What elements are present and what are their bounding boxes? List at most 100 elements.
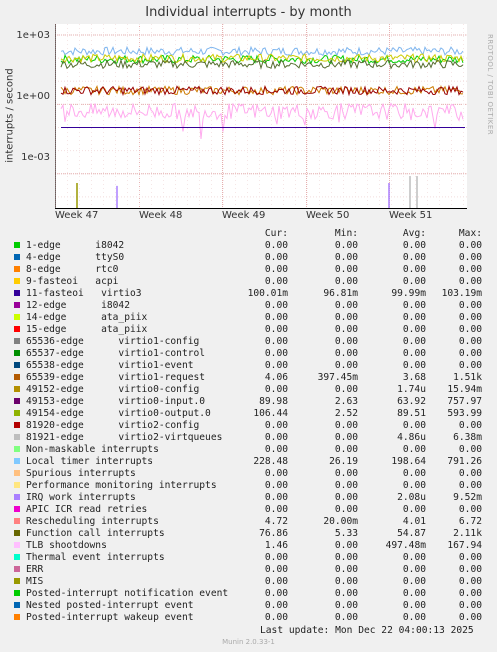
legend-value-min: 0.00 [334, 540, 358, 551]
legend-value-cur: 0.00 [264, 564, 288, 575]
series-line [60, 58, 464, 70]
legend-value-min: 0.00 [334, 588, 358, 599]
legend-swatch [14, 434, 20, 440]
legend-row: TLB shootdowns 1.46 0.00 497.48m 167.94 [14, 540, 494, 552]
legend-value-max: 0.00 [458, 264, 482, 275]
legend-swatch [14, 302, 20, 308]
legend-swatch [14, 254, 20, 260]
header-cur: Cur: [264, 228, 288, 239]
legend-value-avg: 0.00 [402, 324, 426, 335]
legend-value-min: 0.00 [334, 348, 358, 359]
y-tick-label: 1e-03 [21, 152, 50, 163]
legend-value-avg: 54.87 [397, 528, 426, 539]
legend-value-cur: 4.06 [264, 372, 288, 383]
legend-row: Non-maskable interrupts 0.00 0.00 0.00 0.00 [14, 444, 494, 456]
legend-row: Rescheduling interrupts 4.72 20.00m 4.01 6.7… [14, 516, 494, 528]
legend-value-cur: 0.00 [264, 432, 288, 443]
legend-value-min: 0.00 [334, 600, 358, 611]
legend-value-cur: 0.00 [264, 276, 288, 287]
legend-value-max: 167.94 [447, 540, 482, 551]
legend-value-avg: 0.00 [402, 504, 426, 515]
header-avg: Avg: [402, 228, 426, 239]
series-line [60, 52, 464, 64]
legend-value-max: 0.00 [458, 252, 482, 263]
legend-value-max: 791.26 [447, 456, 482, 467]
legend-row: 81921-edge virtio2-virtqueues 0.00 0.00 4.8… [14, 432, 494, 444]
legend-value-cur: 106.44 [253, 408, 288, 419]
legend-label: Non-maskable interrupts [26, 444, 159, 455]
legend-swatch [14, 590, 20, 596]
chart-title: Individual interrupts - by month [145, 5, 352, 20]
legend-value-cur: 1.46 [264, 540, 288, 551]
legend-swatch [14, 578, 20, 584]
legend-value-min: 0.00 [334, 444, 358, 455]
legend-row: MIS 0.00 0.00 0.00 0.00 [14, 576, 494, 588]
legend-value-cur: 0.00 [264, 576, 288, 587]
legend-swatch [14, 386, 20, 392]
legend-value-cur: 0.00 [264, 264, 288, 275]
legend-value-cur: 0.00 [264, 360, 288, 371]
legend-value-avg: 497.48m [385, 540, 426, 551]
legend-value-max: 1.51k [453, 372, 482, 383]
legend-label: 65538-edge virtio1-event [26, 360, 194, 371]
legend-value-max: 0.00 [458, 324, 482, 335]
series-line [60, 84, 464, 97]
legend-value-cur: 0.00 [264, 468, 288, 479]
legend-value-min: 0.00 [334, 576, 358, 587]
legend-value-max: 0.00 [458, 444, 482, 455]
legend-value-cur: 0.00 [264, 444, 288, 455]
legend-value-avg: 2.08u [397, 492, 426, 503]
legend-swatch [14, 458, 20, 464]
legend-row: IRQ work interrupts 0.00 0.00 2.08u 9.52m [14, 492, 494, 504]
legend-swatch [14, 314, 20, 320]
legend-row: APIC ICR read retries 0.00 0.00 0.00 0.00 [14, 504, 494, 516]
legend-value-avg: 198.64 [391, 456, 426, 467]
legend-value-avg: 99.99m [391, 288, 426, 299]
legend-value-cur: 4.72 [264, 516, 288, 527]
legend-label: Posted-interrupt wakeup event [26, 612, 194, 623]
legend-value-max: 9.52m [453, 492, 482, 503]
legend-value-min: 20.00m [323, 516, 358, 527]
legend-value-avg: 0.00 [402, 468, 426, 479]
legend-value-max: 0.00 [458, 360, 482, 371]
legend-value-avg: 0.00 [402, 552, 426, 563]
legend-swatch [14, 242, 20, 248]
legend-value-max: 593.99 [447, 408, 482, 419]
legend-label: Thermal event interrupts [26, 552, 165, 563]
legend-value-avg: 0.00 [402, 480, 426, 491]
legend-row: 12-edge i8042 0.00 0.00 0.00 0.00 [14, 300, 494, 312]
legend-value-max: 0.00 [458, 576, 482, 587]
legend-value-avg: 1.74u [397, 384, 426, 395]
legend-value-avg: 0.00 [402, 252, 426, 263]
legend-label: Function call interrupts [26, 528, 165, 539]
y-axis-label: interrupts / second [4, 68, 16, 163]
legend-swatch [14, 530, 20, 536]
legend-label: Local timer interrupts [26, 456, 154, 467]
legend-label: Spurious interrupts [26, 468, 136, 479]
legend-value-min: 0.00 [334, 300, 358, 311]
legend-swatch [14, 290, 20, 296]
last-update: Last update: Mon Dec 22 04:00:13 2025 [260, 625, 474, 636]
legend-value-cur: 89.98 [259, 396, 288, 407]
legend-value-max: 0.00 [458, 348, 482, 359]
legend-value-max: 15.94m [447, 384, 482, 395]
legend-value-max: 0.00 [458, 276, 482, 287]
legend-value-min: 0.00 [334, 480, 358, 491]
legend-label: 65536-edge virtio1-config [26, 336, 200, 347]
legend-value-cur: 0.00 [264, 240, 288, 251]
legend-row: 65538-edge virtio1-event 0.00 0.00 0.00 0.00 [14, 360, 494, 372]
legend-value-min: 0.00 [334, 564, 358, 575]
legend-label: 14-edge ata_piix [26, 312, 148, 323]
legend-swatch [14, 398, 20, 404]
legend-row: Local timer interrupts 228.48 26.19 198.64 7… [14, 456, 494, 468]
legend-value-max: 6.72 [458, 516, 482, 527]
legend-value-cur: 0.00 [264, 504, 288, 515]
legend-swatch [14, 326, 20, 332]
legend-value-min: 0.00 [334, 240, 358, 251]
legend-value-min: 0.00 [334, 552, 358, 563]
legend-swatch [14, 518, 20, 524]
legend-value-max: 0.00 [458, 420, 482, 431]
legend-value-cur: 0.00 [264, 480, 288, 491]
y-tick-label: 1e+00 [16, 91, 50, 102]
legend-label: Performance monitoring interrupts [26, 480, 217, 491]
